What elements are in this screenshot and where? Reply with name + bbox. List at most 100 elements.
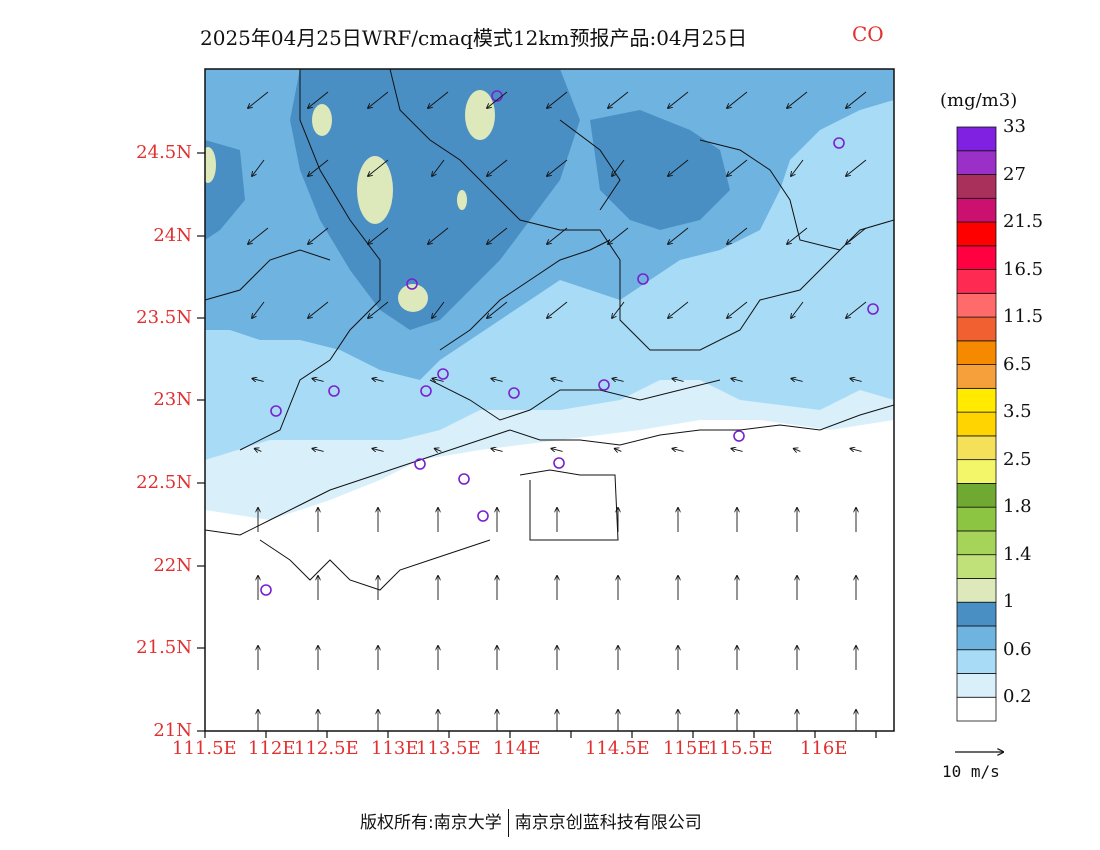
colorbar-label: 33	[1003, 116, 1026, 137]
station-markers	[260, 90, 879, 596]
colorbar-swatch	[956, 578, 997, 603]
colorbar-label: 1.4	[1003, 543, 1032, 565]
colorbar-swatch	[956, 150, 997, 175]
colorbar-label: 2.5	[1003, 448, 1032, 470]
wind-arrow	[547, 91, 568, 108]
wind-arrow	[787, 227, 808, 244]
lon-label: 113E	[371, 738, 419, 759]
high-patch-1	[465, 90, 495, 140]
colorbar-swatch	[956, 245, 997, 270]
wind-arrow	[846, 301, 867, 318]
lat-label: 22.5N	[136, 472, 192, 493]
wind-arrow	[432, 159, 445, 176]
wind-arrow	[487, 159, 508, 176]
title-row: 2025年04月25日WRF/cmaq模式12km预报产品:04月25日 CO	[0, 22, 1100, 52]
wind-arrow	[255, 449, 262, 452]
wind-arrow	[668, 159, 689, 176]
wind-arrow	[487, 301, 508, 318]
colorbar-label: 11.5	[1003, 306, 1044, 328]
wind-arrow	[672, 379, 684, 382]
high-patch-5	[457, 190, 467, 210]
colorbar-swatch	[956, 197, 997, 223]
lat-label: 24.5N	[136, 142, 192, 163]
unit-label: (mg/m3)	[940, 90, 1018, 111]
wind-arrow	[791, 301, 804, 318]
lon-label: 113.5E	[416, 738, 481, 759]
wind-arrow	[432, 301, 445, 318]
species-label: CO	[852, 22, 884, 46]
wind-arrow	[668, 301, 689, 318]
colorbar-swatch	[956, 696, 997, 722]
wind-arrow	[846, 227, 867, 244]
axis-ticks	[197, 152, 877, 738]
band-1.4	[290, 69, 580, 330]
colorbar-swatch	[956, 364, 997, 389]
colorbar-label: 21.5	[1003, 211, 1044, 233]
wind-arrow	[312, 379, 324, 382]
wind-arrow	[252, 301, 265, 318]
wind-arrow	[615, 449, 622, 452]
lon-label: 114E	[493, 738, 541, 759]
colorbar-label: 16.5	[1003, 258, 1044, 280]
wind-arrow	[308, 159, 329, 176]
wind-arrow	[368, 301, 389, 318]
wind-arrow	[487, 91, 508, 108]
wind-arrow	[248, 91, 269, 108]
colorbar-swatch	[956, 292, 997, 318]
high-patch-2	[312, 104, 332, 136]
lat-label: 22N	[153, 555, 192, 576]
colorbar-swatch	[956, 387, 997, 413]
wind-arrow	[727, 91, 748, 108]
wind-arrow	[668, 91, 689, 108]
wind-arrow	[432, 379, 444, 382]
colorbar-swatch	[956, 625, 997, 651]
wind-arrow	[491, 449, 503, 452]
band-1.4-east	[590, 110, 730, 230]
wind-arrow	[547, 301, 568, 318]
colorbar-swatch	[956, 411, 997, 437]
concentration-field	[205, 69, 894, 731]
wind-arrow	[368, 227, 389, 244]
boundary-lines	[205, 69, 894, 591]
colorbar-swatch	[956, 269, 997, 294]
wind-arrow	[491, 379, 503, 382]
wind-arrow	[368, 159, 389, 176]
lat-label: 21.5N	[136, 637, 192, 658]
lon-label: 116E	[800, 738, 848, 759]
wind-arrow	[727, 301, 748, 318]
wind-arrow	[850, 449, 862, 452]
wind-vectors	[248, 91, 867, 731]
wind-arrow	[672, 449, 684, 452]
wind-arrow	[850, 379, 862, 382]
wind-arrow	[727, 159, 748, 176]
wind-arrow	[308, 227, 329, 244]
wind-arrow	[612, 379, 624, 382]
colorbar-swatch	[956, 649, 997, 674]
wind-arrow	[308, 301, 329, 318]
colorbar-label: 6.5	[1003, 353, 1032, 375]
wind-arrow	[727, 227, 748, 244]
colorbar-label: 3.5	[1003, 401, 1032, 423]
wind-arrow	[731, 379, 743, 382]
colorbar-swatch	[956, 340, 997, 365]
wind-arrow	[791, 159, 804, 176]
wind-arrow	[791, 379, 803, 382]
wind-arrow	[372, 379, 384, 382]
wind-arrow	[787, 91, 808, 108]
lat-label: 21N	[153, 720, 192, 741]
copyright-footer: 版权所有:南京大学 南京京创蓝科技有限公司	[360, 808, 702, 837]
wind-arrow	[731, 449, 743, 452]
lat-label: 23N	[153, 389, 192, 410]
lat-label: 23.5N	[136, 307, 192, 328]
wind-arrow	[846, 159, 867, 176]
colorbar-label: 0.6	[1003, 638, 1032, 660]
colorbar-swatch	[956, 506, 997, 532]
wind-arrow	[547, 159, 568, 176]
wind-arrow	[428, 227, 449, 244]
high-patch-3	[357, 156, 393, 224]
colorbar-swatch	[956, 554, 997, 579]
wind-arrow	[794, 449, 801, 452]
copyright-right: 南京京创蓝科技有限公司	[514, 813, 702, 833]
wind-arrow	[248, 227, 269, 244]
